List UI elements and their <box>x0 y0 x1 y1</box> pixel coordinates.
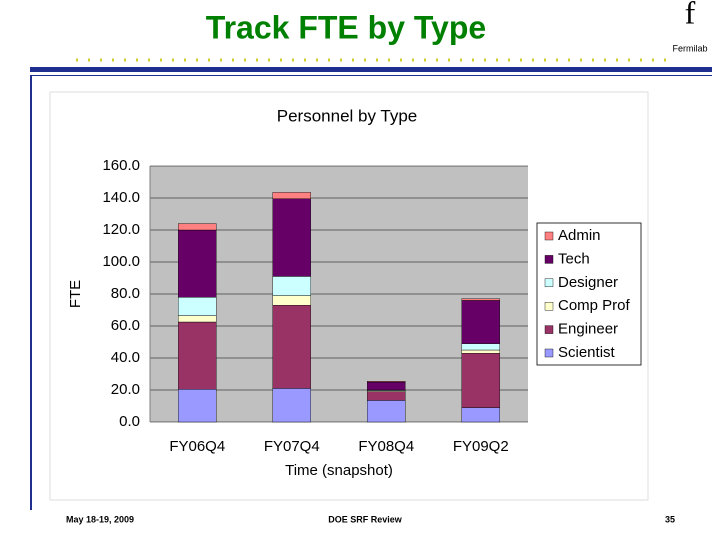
x-tick-label: FY08Q4 <box>358 438 414 455</box>
x-tick-label: FY09Q2 <box>453 438 509 455</box>
logo-mark: f <box>685 0 696 30</box>
legend-swatch <box>544 325 554 334</box>
bar-segment <box>367 391 406 401</box>
bar-segment <box>272 276 311 296</box>
bar-segment <box>367 381 406 391</box>
y-tick-label: 80.0 <box>111 285 140 302</box>
legend-swatch <box>544 255 554 264</box>
legend-swatch <box>544 278 554 287</box>
slide-title: Track FTE by Type <box>206 9 486 45</box>
chart-title: Personnel by Type <box>277 106 418 125</box>
bar-segment <box>178 229 217 298</box>
x-tick-label: FY06Q4 <box>169 438 225 455</box>
side-rule <box>30 75 32 510</box>
legend-label: Admin <box>558 227 601 244</box>
y-tick-label: 160.0 <box>102 157 140 174</box>
legend-label: Designer <box>558 274 618 291</box>
bar-segment <box>178 297 217 316</box>
y-tick-label: 40.0 <box>111 349 140 366</box>
bar-segment <box>461 343 500 351</box>
y-tick-label: 120.0 <box>102 221 140 238</box>
y-tick-label: 60.0 <box>111 317 140 334</box>
legend-swatch <box>544 302 554 311</box>
legend <box>536 222 642 366</box>
bar-segment <box>272 192 311 199</box>
bar-segment <box>461 353 500 408</box>
x-axis-label: Time (snapshot) <box>285 462 393 479</box>
bar-segment <box>461 298 500 301</box>
bar-segment <box>178 223 217 231</box>
footer-page: 35 <box>665 514 675 524</box>
bar-segment <box>178 389 217 423</box>
bar-segment <box>461 407 500 423</box>
legend-label: Comp Prof <box>558 297 631 314</box>
bar-segment <box>367 381 406 383</box>
bar-segment <box>272 388 311 423</box>
footer-event: DOE SRF Review <box>328 514 403 524</box>
bar-segment <box>367 400 406 423</box>
y-axis-label: FTE <box>67 280 84 308</box>
legend-label: Scientist <box>558 344 616 361</box>
header-rule-thin <box>30 75 712 76</box>
bar-segment <box>178 315 217 323</box>
bar-segment <box>461 300 500 344</box>
y-tick-label: 100.0 <box>102 253 140 270</box>
legend-label: Engineer <box>558 321 618 338</box>
footer-date: May 18-19, 2009 <box>66 514 134 524</box>
y-tick-label: 0.0 <box>119 413 140 430</box>
legend-label: Tech <box>558 250 590 267</box>
y-tick-label: 20.0 <box>111 381 140 398</box>
logo-text: Fermilab <box>672 43 707 53</box>
legend-swatch <box>544 348 554 358</box>
y-tick-label: 140.0 <box>102 189 140 206</box>
bar-segment <box>272 305 311 389</box>
bar-segment <box>178 321 217 390</box>
bar-segment <box>272 198 311 277</box>
bar-segment <box>461 349 500 354</box>
x-tick-label: FY07Q4 <box>264 438 320 455</box>
legend-swatch <box>544 231 554 241</box>
header-rule <box>30 67 712 72</box>
bar-segment <box>272 295 311 306</box>
